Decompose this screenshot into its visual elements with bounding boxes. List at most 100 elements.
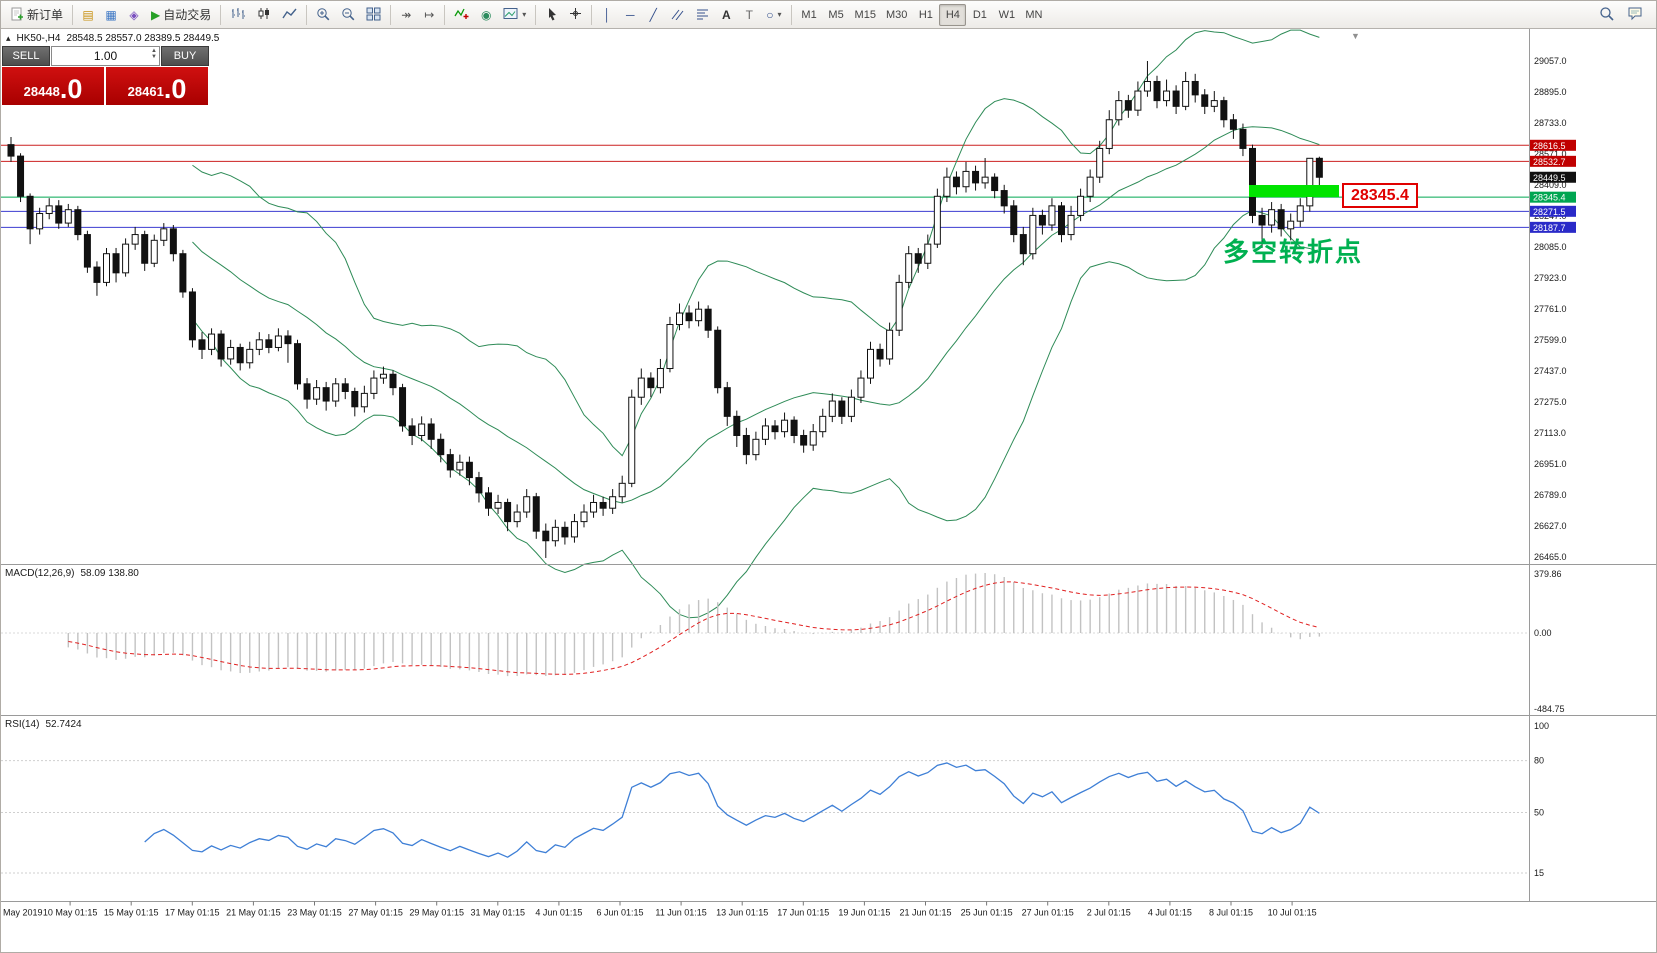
bull-candle bbox=[676, 312, 683, 326]
volume-spinner[interactable]: ▲ ▼ bbox=[151, 48, 157, 60]
bull-candle bbox=[590, 501, 598, 513]
bull-candle bbox=[656, 368, 664, 389]
zoom-in-button[interactable] bbox=[311, 4, 335, 26]
bear-candle bbox=[389, 373, 397, 389]
bear-candle bbox=[561, 526, 569, 538]
spin-up-icon[interactable]: ▲ bbox=[151, 48, 157, 54]
bull-candle bbox=[370, 377, 378, 394]
toolbar-separator bbox=[220, 4, 222, 25]
toolbar-separator bbox=[444, 4, 446, 25]
bear-candle bbox=[427, 423, 435, 440]
fibonacci-tool-button[interactable] bbox=[690, 4, 714, 26]
text-label-tool-button[interactable]: T bbox=[738, 4, 760, 26]
rsi-line bbox=[144, 762, 1320, 858]
bull-candle bbox=[1306, 157, 1314, 207]
timeframe-button-m15[interactable]: M15 bbox=[854, 8, 876, 21]
chart-shift-button[interactable]: ↦ bbox=[418, 4, 440, 26]
auto-scroll-button[interactable]: ↠ bbox=[395, 4, 417, 26]
crosshair-tool-button[interactable] bbox=[564, 4, 587, 26]
trendline-tool-button[interactable]: ╱ bbox=[642, 4, 664, 26]
channel-tool-button[interactable] bbox=[665, 4, 689, 26]
navigator-button[interactable]: ◈ bbox=[123, 4, 145, 26]
timeframe-button-mn[interactable]: MN bbox=[1025, 8, 1043, 21]
globe-button[interactable]: ◉ bbox=[475, 4, 497, 26]
price-tag-label: 28449.5 bbox=[1533, 173, 1566, 183]
bear-candle bbox=[1010, 205, 1018, 236]
auto-trading-button[interactable]: ▶ 自动交易 bbox=[146, 4, 216, 26]
time-axis-label: 21 Jun 01:15 bbox=[899, 908, 951, 918]
shapes-tool-button[interactable]: ○ ▾ bbox=[761, 4, 786, 26]
bear-candle bbox=[685, 312, 693, 322]
symbol-ohlc-values: 28548.5 28557.0 28389.5 28449.5 bbox=[66, 33, 220, 44]
bull-candle bbox=[570, 521, 578, 538]
sell-price-box[interactable]: 28448.0 bbox=[2, 67, 104, 105]
timeframe-button-h4[interactable]: H4 bbox=[939, 3, 967, 26]
timeframe-button-h1[interactable]: H1 bbox=[918, 8, 933, 21]
panel-collapse-icon[interactable]: ▴ bbox=[6, 33, 11, 43]
bear-candle bbox=[1058, 205, 1065, 236]
price-tag-label: 28271.5 bbox=[1533, 207, 1566, 217]
price-axis-label: 27437.0 bbox=[1534, 366, 1567, 376]
bar-chart-mode-button[interactable] bbox=[225, 4, 251, 26]
time-axis-label: 27 Jun 01:15 bbox=[1022, 908, 1074, 918]
tile-windows-button[interactable] bbox=[361, 4, 386, 26]
price-tag-label: 28616.5 bbox=[1533, 141, 1566, 151]
bull-candle bbox=[313, 387, 321, 400]
timeframe-button-m5[interactable]: M5 bbox=[828, 8, 844, 21]
price-axis-label: 27923.0 bbox=[1534, 273, 1567, 283]
buy-price-box[interactable]: 28461.0 bbox=[106, 67, 208, 105]
bear-candle bbox=[838, 400, 846, 417]
highlight-zone-rectangle[interactable] bbox=[1249, 185, 1339, 198]
search-button[interactable] bbox=[1594, 4, 1619, 26]
volume-input[interactable]: 1.00 ▲ ▼ bbox=[51, 46, 160, 66]
vertical-line-tool-button[interactable]: │ bbox=[596, 4, 618, 26]
bull-candle bbox=[1268, 209, 1276, 226]
candle-chart-mode-button[interactable] bbox=[252, 4, 276, 26]
data-window-button[interactable]: ▦ bbox=[100, 4, 122, 26]
chart-shift-marker[interactable]: ▼ bbox=[1351, 31, 1360, 41]
bear-candle bbox=[972, 170, 980, 184]
bull-candle bbox=[924, 243, 932, 264]
globe-icon: ◉ bbox=[481, 7, 492, 22]
turning-point-annotation[interactable]: 多空转折点 bbox=[1223, 237, 1364, 267]
bull-candle bbox=[761, 425, 769, 440]
bull-candle bbox=[150, 239, 158, 264]
bull-candle bbox=[1096, 147, 1104, 178]
bear-candle bbox=[504, 501, 512, 523]
chat-button[interactable] bbox=[1622, 4, 1648, 26]
level-callout-label[interactable]: 28345.4 bbox=[1342, 183, 1418, 209]
zoom-in-icon bbox=[316, 7, 330, 23]
text-tool-button[interactable]: A bbox=[715, 4, 737, 26]
bull-candle bbox=[379, 373, 387, 379]
line-chart-mode-button[interactable] bbox=[277, 4, 302, 26]
toolbar-separator bbox=[72, 4, 74, 25]
sell-button[interactable]: SELL bbox=[2, 46, 50, 66]
spin-down-icon[interactable]: ▼ bbox=[151, 54, 157, 60]
bull-candle bbox=[332, 383, 340, 402]
zoom-out-button[interactable] bbox=[336, 4, 360, 26]
bear-candle bbox=[55, 205, 63, 224]
rsi-axis-label: 100 bbox=[1534, 721, 1549, 731]
timeframe-button-m1[interactable]: M1 bbox=[801, 8, 817, 21]
cursor-tool-button[interactable] bbox=[540, 4, 563, 26]
terminal-button[interactable]: ▤ bbox=[77, 4, 99, 26]
auto-trading-play-icon: ▶ bbox=[151, 7, 161, 22]
fibonacci-icon bbox=[695, 7, 709, 22]
template-button[interactable]: ▾ bbox=[498, 4, 531, 26]
time-axis-label: 27 May 01:15 bbox=[348, 908, 403, 918]
time-axis-label: 10 May 01:15 bbox=[43, 908, 98, 918]
price-tag bbox=[1530, 205, 1576, 217]
time-axis-label: 17 Jun 01:15 bbox=[777, 908, 829, 918]
timeframe-button-m30[interactable]: M30 bbox=[885, 8, 908, 21]
price-tag-label: 28532.7 bbox=[1533, 157, 1566, 167]
bear-candle bbox=[284, 335, 292, 345]
indicators-button[interactable] bbox=[449, 4, 474, 26]
timeframe-button-w1[interactable]: W1 bbox=[998, 8, 1016, 21]
buy-button[interactable]: BUY bbox=[161, 46, 209, 66]
chart-canvas[interactable]: 29057.028895.028733.028571.028409.028247… bbox=[1, 29, 1657, 953]
horizontal-line-tool-button[interactable]: ─ bbox=[619, 4, 641, 26]
timeframe-button-d1[interactable]: D1 bbox=[972, 8, 987, 21]
new-order-button[interactable]: 新订单 bbox=[5, 4, 68, 26]
toolbar-separator bbox=[591, 4, 593, 25]
